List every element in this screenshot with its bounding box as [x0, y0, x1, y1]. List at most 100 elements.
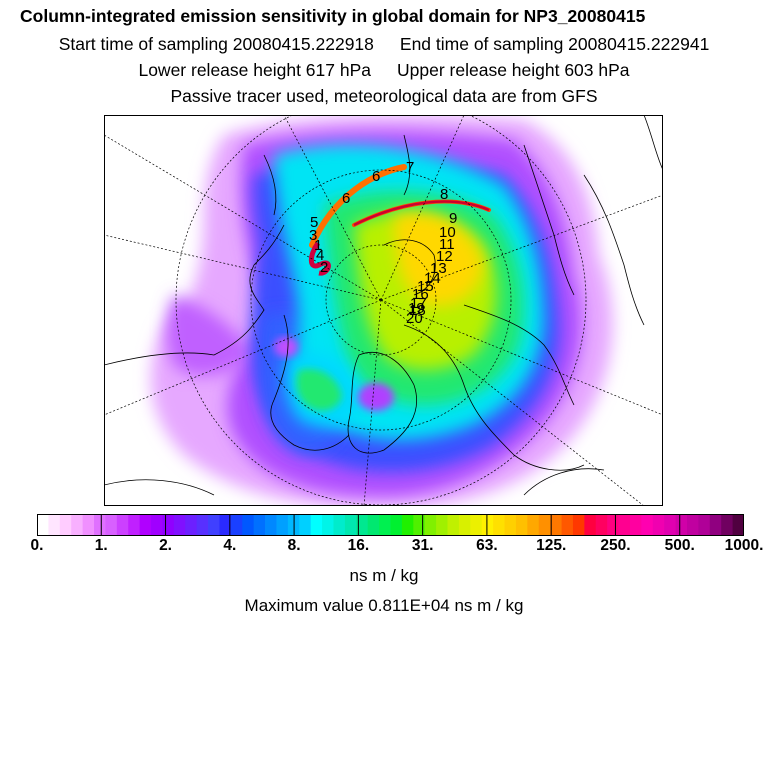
colorbar-cell [595, 514, 608, 536]
polar-map: 1 2 3 4 5 6 6 7 8 9 10 11 12 13 14 15 16… [104, 115, 663, 506]
colorbar-tick-label: 16. [347, 537, 370, 554]
colorbar-cell [356, 514, 369, 536]
colorbar-cell [230, 514, 243, 536]
colorbar-cell [82, 514, 95, 536]
colorbar-cell [151, 514, 163, 536]
colorbar-cell [333, 514, 346, 536]
plot-title: Column-integrated emission sensitivity i… [20, 6, 646, 26]
colorbar-tick-label: 1000. [724, 537, 764, 554]
colorbar-cell [185, 514, 198, 536]
colorbar-cell [105, 514, 118, 536]
trajectory-label: 11 [439, 236, 455, 253]
colorbar-cell [196, 514, 209, 536]
trajectory-label: 15 [417, 278, 434, 295]
colorbar-cell [253, 514, 266, 536]
colorbar-tick-label: 63. [476, 537, 498, 554]
colorbar-tick-label: 250. [600, 537, 631, 554]
trajectory-label: 4 [316, 247, 324, 264]
colorbar-units: ns m / kg [349, 566, 419, 585]
colorbar-cell [504, 514, 517, 536]
colorbar-cell [709, 514, 722, 536]
sensitivity-field [150, 115, 613, 506]
trajectory-label: 10 [439, 224, 456, 241]
colorbar-cell [37, 514, 49, 536]
release-lower: Lower release height 617 hPa [138, 60, 371, 80]
colorbar-cell [139, 514, 152, 536]
colorbar [37, 514, 744, 536]
colorbar-cell [493, 514, 505, 536]
trajectory-label: 3 [309, 227, 317, 244]
colorbar-cell [527, 514, 540, 536]
coastlines [104, 115, 663, 496]
colorbar-tick-label: 125. [536, 537, 567, 554]
colorbar-cell [48, 514, 61, 536]
colorbar-cell [641, 514, 654, 536]
trajectory-label: 9 [449, 210, 457, 227]
trajectory-label: 19 [408, 300, 425, 317]
colorbar-cell [59, 514, 72, 536]
sampling-end: End time of sampling 20080415.222941 [399, 34, 710, 54]
colorbar-cell [436, 514, 448, 536]
colorbar-cell [629, 514, 642, 536]
trajectory-label: 17 [410, 295, 427, 312]
trajectory-label: 12 [436, 248, 453, 265]
colorbar-cell [242, 514, 255, 536]
colorbar-cell [686, 514, 699, 536]
trajectory-label: 1 [314, 237, 322, 254]
colorbar-cell [698, 514, 711, 536]
colorbar-cell [379, 514, 391, 536]
colorbar-cell [572, 514, 585, 536]
colorbar-cell [390, 514, 403, 536]
trajectory-label: 6 [372, 168, 380, 185]
colorbar-cell [458, 514, 471, 536]
trajectory-label: 20 [406, 310, 423, 327]
colorbar-cell [481, 514, 494, 536]
colorbar-cell [299, 514, 312, 536]
colorbar-tick-label: 500. [664, 537, 695, 554]
sampling-times: Start time of sampling 20080415.222918 En… [0, 34, 768, 55]
colorbar-cell [344, 514, 357, 536]
trajectory-label: 18 [409, 302, 426, 319]
colorbar-cell [607, 514, 619, 536]
colorbar-cell [401, 514, 414, 536]
colorbar-cell [310, 514, 323, 536]
colorbar-tick-label: 2. [159, 537, 172, 554]
tracer-note: Passive tracer used, meteorological data… [170, 86, 598, 106]
trajectory-label: 13 [430, 260, 447, 277]
trajectory-label: 2 [320, 259, 328, 276]
colorbar-cell [71, 514, 84, 536]
release-upper: Upper release height 603 hPa [397, 60, 630, 80]
colorbar-cell [664, 514, 676, 536]
maximum-value: Maximum value 0.811E+04 ns m / kg [244, 596, 524, 615]
colorbar-cell [538, 514, 551, 536]
trajectory-label: 8 [440, 186, 448, 203]
colorbar-cell [561, 514, 574, 536]
colorbar-tick-labels: 0. 1. 2. 4. 8. 16. 31. 63. 125. 250. 500. 1000. [0, 537, 768, 559]
colorbar-cell [618, 514, 631, 536]
colorbar-cell [447, 514, 460, 536]
colorbar-cell [265, 514, 277, 536]
colorbar-cell [470, 514, 483, 536]
colorbar-cell [413, 514, 426, 536]
colorbar-cell [94, 514, 106, 536]
trajectory-label: 7 [406, 159, 414, 176]
trajectory-label: 16 [412, 286, 429, 303]
colorbar-cell [732, 514, 744, 536]
sampling-start: Start time of sampling 20080415.222918 [58, 34, 374, 54]
colorbar-tick-label: 31. [411, 537, 434, 554]
colorbar-cell [162, 514, 175, 536]
colorbar-cell [584, 514, 597, 536]
colorbar-cell [219, 514, 232, 536]
colorbar-tick-label: 8. [287, 537, 301, 554]
colorbar-cell [424, 514, 437, 536]
colorbar-tick-label: 4. [223, 537, 237, 554]
release-heights: Lower release height 617 hPa Upper releas… [0, 60, 768, 81]
colorbar-cell [515, 514, 528, 536]
trajectory-label: 5 [310, 214, 318, 231]
colorbar-cell [173, 514, 186, 536]
colorbar-cell [675, 514, 688, 536]
colorbar-cell [652, 514, 665, 536]
colorbar-tick-label: 0. [30, 537, 44, 554]
colorbar-cell [721, 514, 733, 536]
colorbar-cell [208, 514, 220, 536]
